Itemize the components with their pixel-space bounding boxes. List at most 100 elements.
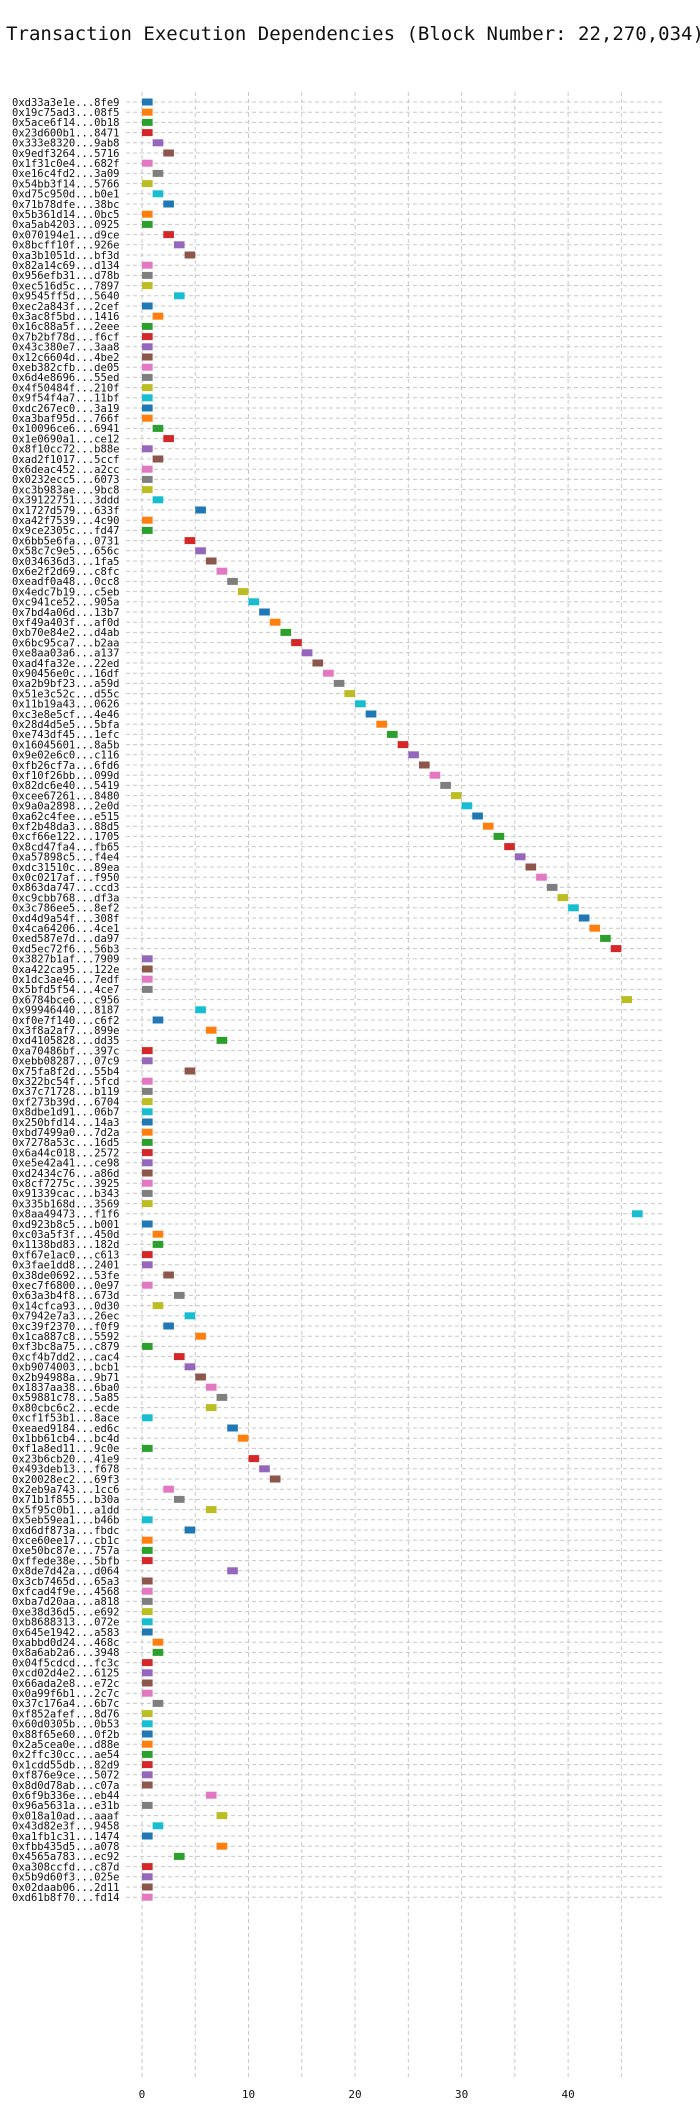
y-tick-label: 0x9ce2305c...fd47 — [12, 525, 119, 537]
x-tick-label: 0 — [139, 2088, 146, 2101]
dependency-bar — [141, 1628, 153, 1636]
dependency-bar — [141, 1801, 153, 1809]
y-tick-label: 0x1dc3ae46...7edf — [12, 974, 119, 986]
dependency-bar — [141, 261, 153, 269]
y-tick-label: 0x863da747...ccd3 — [12, 882, 119, 894]
dependency-bar — [184, 537, 196, 545]
y-tick-label: 0xce60ee17...cb1c — [12, 1535, 119, 1547]
y-tick-label: 0x5bfd5f54...4ce7 — [12, 984, 119, 996]
dependency-bar — [173, 1495, 185, 1503]
y-tick-label: 0xad2f1017...5ccf — [12, 454, 119, 466]
y-tick-label: 0xc39f2370...f0f9 — [12, 1321, 119, 1333]
dependency-bar — [152, 1699, 164, 1707]
dependency-bar — [152, 169, 164, 177]
y-tick-label: 0x4f50484f...210f — [12, 382, 119, 394]
dependency-bar — [163, 1271, 174, 1279]
y-tick-label: 0x7bd4a06d...13b7 — [12, 607, 119, 619]
y-tick-label: 0xcf1f53b1...8ace — [12, 1413, 119, 1425]
y-tick-label: 0xf67e1ac0...c613 — [12, 1249, 119, 1261]
dependency-bar — [141, 220, 153, 228]
dependency-bar — [141, 1546, 153, 1554]
dependency-bar — [184, 251, 196, 259]
dependency-bar — [493, 832, 505, 840]
y-tick-label: 0xa422ca95...122e — [12, 964, 119, 976]
dependency-bar — [216, 1812, 228, 1820]
y-tick-label: 0x02daab06...2d11 — [12, 1882, 119, 1894]
y-tick-label: 0x04f5cdcd...fc3c — [12, 1657, 119, 1669]
dependency-bar — [141, 486, 153, 494]
dependency-bar — [141, 965, 153, 973]
y-tick-label: 0xec7f6800...0e97 — [12, 1280, 119, 1292]
bar-layer — [141, 98, 643, 1901]
dependency-bar — [141, 445, 153, 453]
y-tick-label: 0x7b2bf78d...f6cf — [12, 331, 119, 343]
y-tick-label: 0xad4fa32e...22ed — [12, 658, 119, 670]
dependency-bar — [141, 955, 153, 963]
y-tick-label: 0xe16c4fd2...3a09 — [12, 168, 119, 180]
y-tick-label: 0x2ffc30cc...ae54 — [12, 1749, 119, 1761]
y-tick-label: 0xd6df873a...fbdc — [12, 1525, 119, 1537]
y-tick-label: 0xa3b1051d...bf3d — [12, 250, 119, 262]
y-tick-label: 0xe38d36d5...e692 — [12, 1606, 119, 1618]
y-tick-label: 0xa57898c5...f4e4 — [12, 852, 119, 864]
y-tick-label: 0x3ac8f5bd...1416 — [12, 311, 119, 323]
y-tick-label: 0xcd02d4e2...6125 — [12, 1668, 119, 1680]
dependency-bar — [568, 904, 579, 912]
y-tick-label: 0x4565a783...ec92 — [12, 1851, 119, 1863]
dependency-bar — [163, 1322, 174, 1330]
dependency-bar — [152, 1822, 164, 1830]
dependency-bar — [141, 118, 153, 126]
y-tick-label: 0xa70486bf...397c — [12, 1045, 119, 1057]
y-tick-label: 0xd4105828...dd35 — [12, 1035, 119, 1047]
y-tick-label: 0xcee67261...8480 — [12, 790, 119, 802]
y-tick-label: 0x8a6ab2a6...3948 — [12, 1647, 119, 1659]
dependency-bar — [387, 730, 398, 738]
dependency-bar — [248, 1455, 260, 1463]
y-tick-label: 0x7942e7a3...26ec — [12, 1311, 119, 1323]
dependency-bar — [216, 1036, 228, 1044]
dependency-bar — [141, 1893, 153, 1901]
y-tick-label: 0x4ca64206...4ce1 — [12, 923, 119, 935]
dependency-bar — [312, 659, 324, 667]
dependency-bar — [173, 1353, 185, 1361]
dependency-bar — [141, 1883, 153, 1891]
y-tick-label: 0x82a14c69...d134 — [12, 260, 119, 272]
dependency-bar — [141, 1710, 153, 1718]
y-tick-label: 0x6a44c018...2572 — [12, 1147, 119, 1159]
dependency-bar — [141, 1057, 153, 1065]
y-tick-label: 0xc3e8e5cf...4e46 — [12, 709, 119, 721]
dependency-bar — [141, 343, 153, 351]
dependency-bar — [141, 333, 153, 341]
y-tick-label: 0xec2a843f...2cef — [12, 301, 119, 313]
y-tick-label: 0xa5ab4203...0925 — [12, 219, 119, 231]
dependency-bar — [141, 1087, 153, 1095]
x-tick-label: 40 — [561, 2088, 574, 2101]
y-tick-label: 0x250bfd14...14a3 — [12, 1117, 119, 1129]
dependency-bar — [141, 475, 153, 483]
dependency-bar — [205, 1506, 217, 1514]
dependency-bar — [141, 384, 153, 392]
y-tick-label: 0x19c75ad3...08f5 — [12, 107, 119, 119]
dependency-bar — [184, 1526, 196, 1534]
dependency-bar — [504, 843, 515, 851]
dependency-bar — [141, 1873, 153, 1881]
dependency-bar — [205, 1383, 217, 1391]
y-tick-label: 0x1727d579...633f — [12, 505, 119, 517]
dependency-bar — [195, 506, 206, 514]
y-tick-label: 0x0232ecc5...6073 — [12, 474, 119, 486]
dependency-bar — [141, 1730, 153, 1738]
y-tick-label: 0x8bcff10f...926e — [12, 240, 119, 252]
dependency-bar — [632, 1210, 643, 1218]
y-tick-label: 0xe8aa03a6...a137 — [12, 648, 119, 660]
dependency-bar — [141, 1761, 153, 1769]
y-tick-label: 0x63a3b4f8...673d — [12, 1290, 119, 1302]
dependency-bar — [141, 1444, 153, 1452]
dependency-bar — [152, 496, 164, 504]
y-tick-label: 0x3f8a2af7...899e — [12, 1025, 119, 1037]
dependency-bar — [141, 271, 153, 279]
dependency-bar — [141, 516, 153, 524]
y-tick-label: 0x54bb3f14...5766 — [12, 178, 119, 190]
y-tick-label: 0x322bc54f...5fcd — [12, 1076, 119, 1088]
dependency-bar — [152, 139, 164, 147]
y-tick-label: 0xe743df45...1efc — [12, 729, 119, 741]
